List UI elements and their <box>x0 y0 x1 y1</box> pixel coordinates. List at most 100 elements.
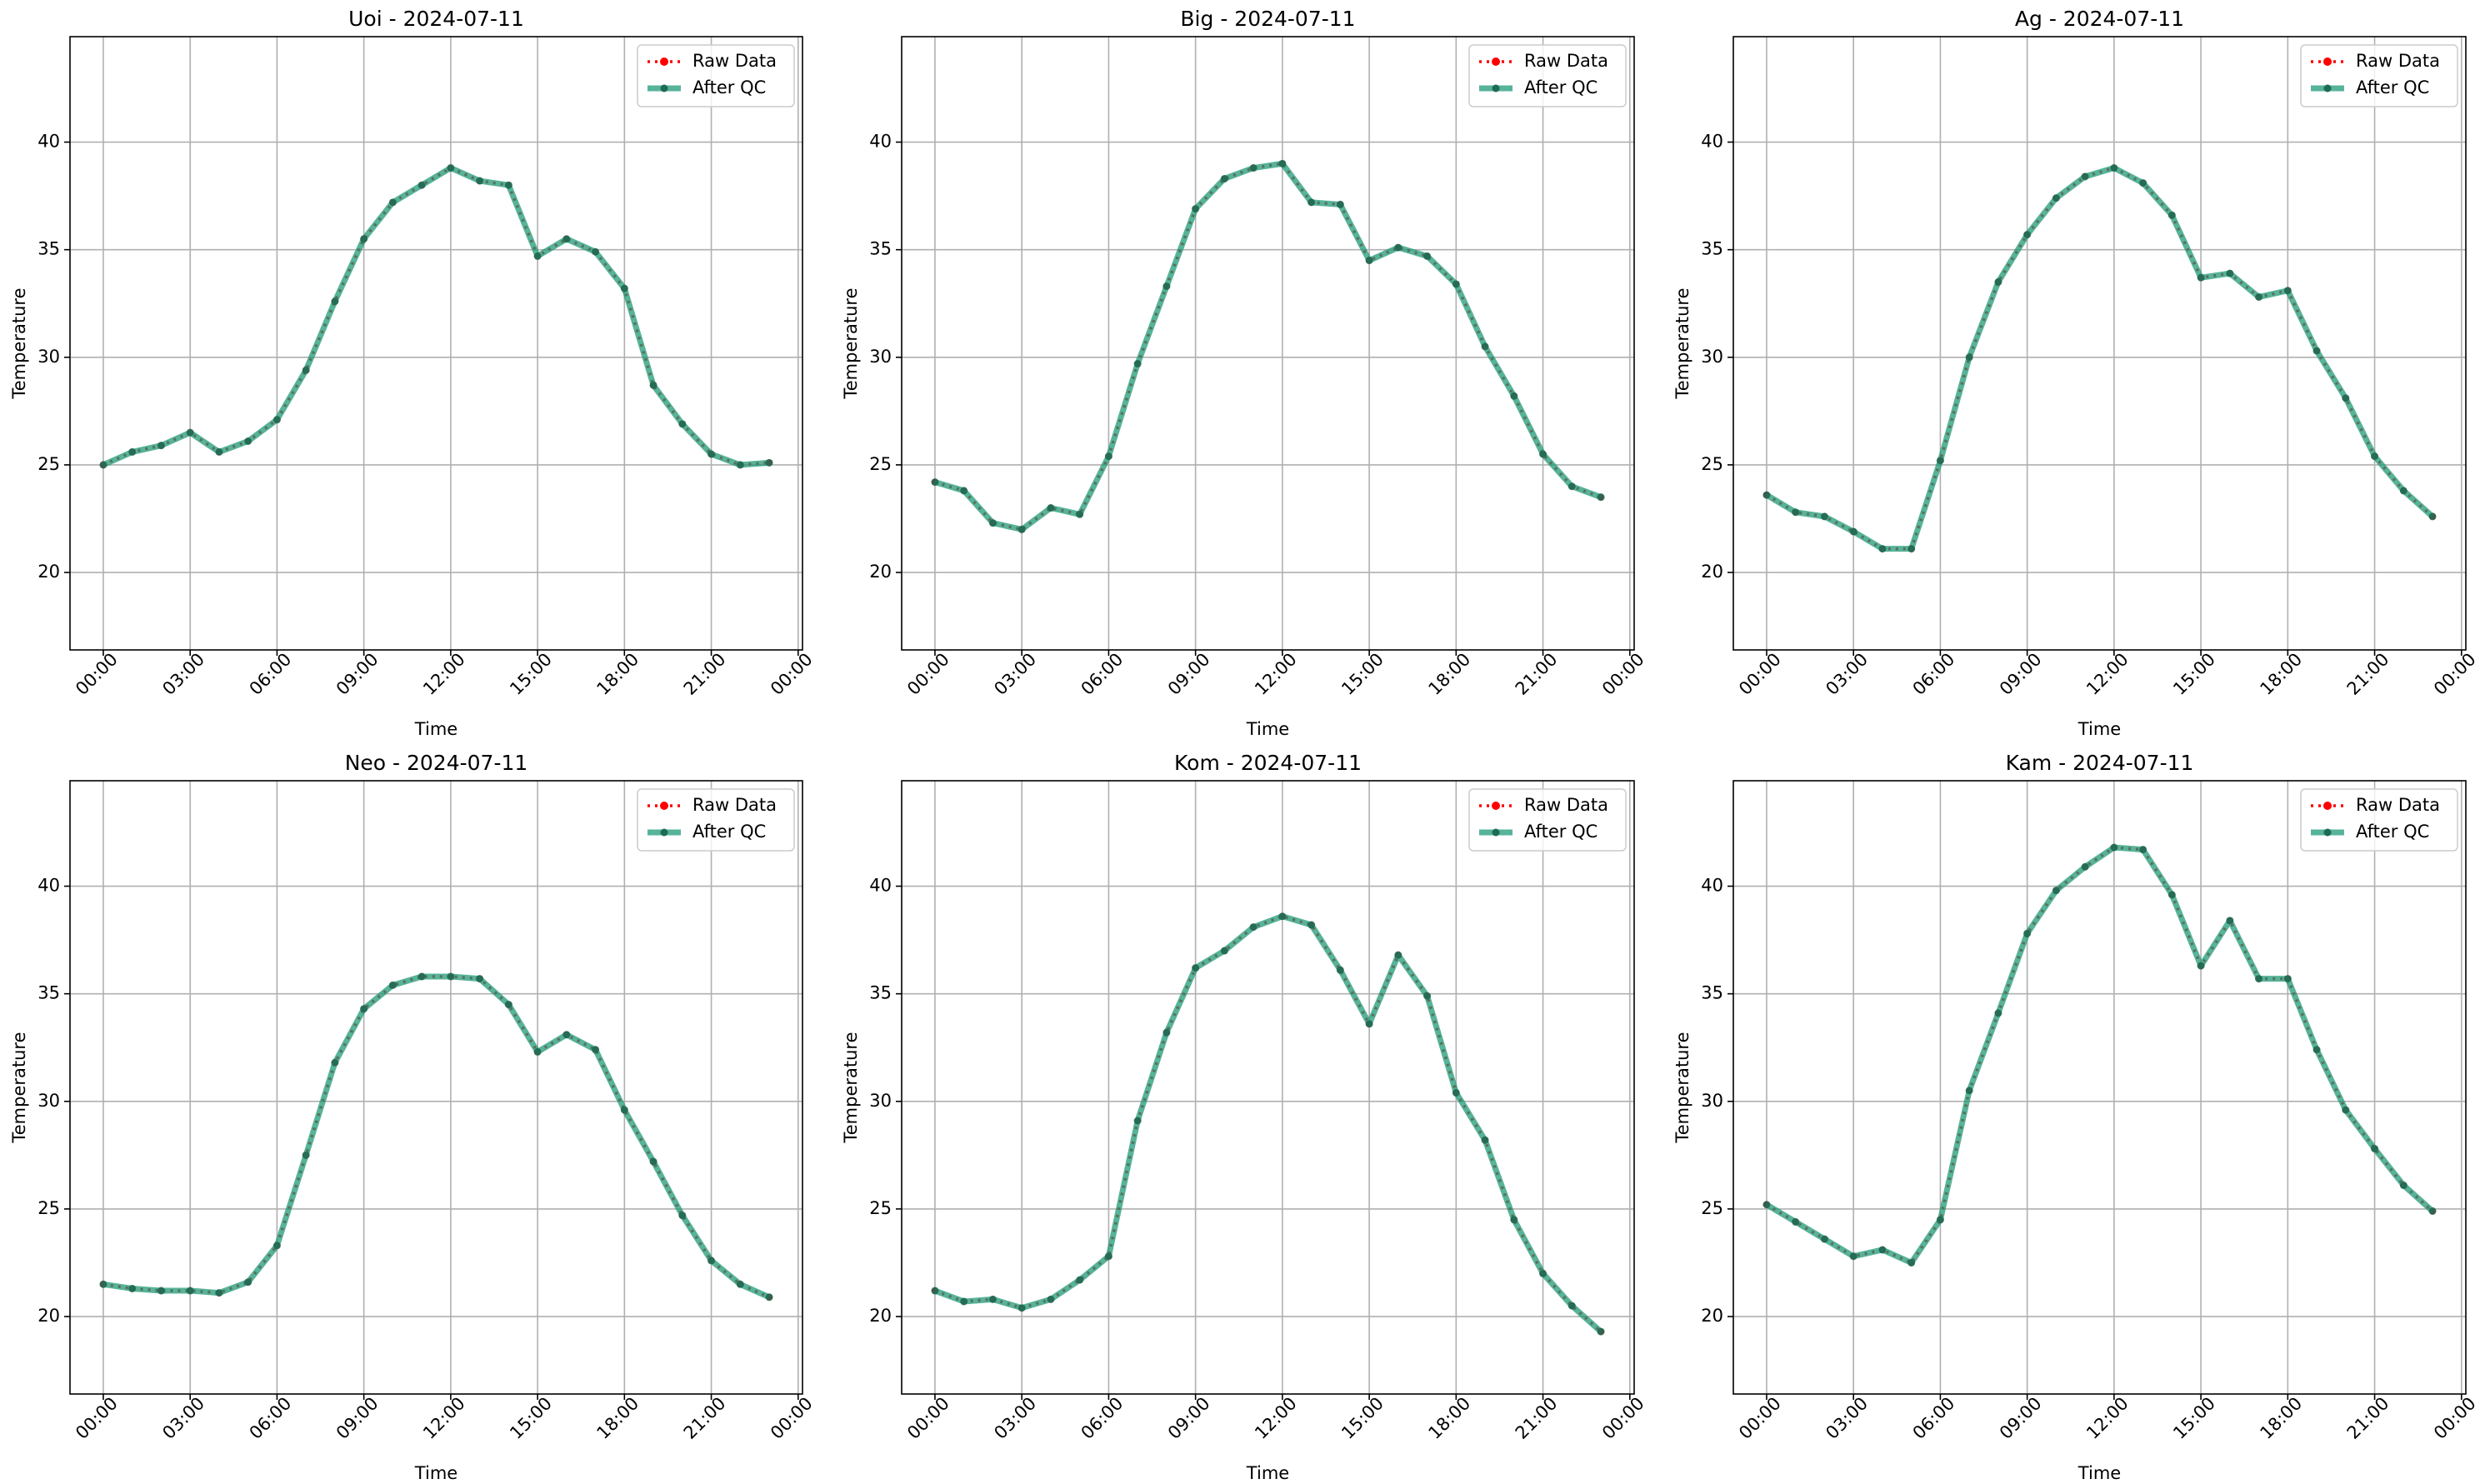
x-tick-label: 03:00 <box>158 1393 208 1443</box>
qc-point <box>1568 1302 1576 1310</box>
qc-point <box>1308 921 1316 929</box>
qc-point <box>302 366 310 374</box>
qc-point <box>678 1212 687 1220</box>
qc-point <box>2168 211 2176 219</box>
qc-point <box>331 1058 339 1067</box>
chart-title: Uoi - 2024-07-11 <box>348 7 524 31</box>
y-axis-label: Temperature <box>9 1032 29 1143</box>
qc-point <box>2081 862 2089 871</box>
axes-frame <box>69 36 803 651</box>
qc-point <box>620 284 628 292</box>
x-tick-label: 21:00 <box>2343 1393 2393 1443</box>
qc-point <box>533 252 542 260</box>
legend-marker <box>660 802 668 810</box>
plot-area <box>1733 781 2466 1394</box>
qc-point <box>215 447 223 456</box>
x-tick-label: 06:00 <box>1909 649 1959 699</box>
y-tick-label: 25 <box>1701 454 1723 474</box>
legend-marker <box>2323 828 2332 837</box>
plot-area <box>902 37 1634 650</box>
qc-point <box>1597 493 1605 502</box>
x-tick-label: 12:00 <box>2082 649 2132 699</box>
x-tick-label: 15:00 <box>1338 1393 1388 1443</box>
qc-point <box>1510 392 1518 400</box>
qc-point <box>1539 450 1548 458</box>
qc-point <box>2399 1182 2408 1190</box>
y-tick-label: 30 <box>38 347 60 367</box>
qc-point <box>562 1031 571 1039</box>
x-tick-label: 00:00 <box>2430 649 2480 699</box>
x-axis-label: Time <box>2078 1463 2121 1483</box>
qc-point <box>1994 1009 2002 1017</box>
legend-label: Raw Data <box>2356 51 2440 71</box>
y-tick-label: 35 <box>38 239 60 259</box>
y-tick-label: 35 <box>869 239 892 259</box>
subplot: 00:00 03:00 06:00 09:00 12:00 15:00 18:00 21:00… <box>1672 751 2480 1483</box>
qc-point <box>960 1297 968 1306</box>
qc-point <box>244 437 252 446</box>
qc-point <box>1568 482 1576 491</box>
x-tick-label: 03:00 <box>1822 1393 1872 1443</box>
qc-point <box>1220 174 1228 182</box>
y-axis-label: Temperature <box>1672 287 1692 399</box>
qc-point <box>931 1287 939 1295</box>
qc-point <box>1539 1269 1548 1277</box>
x-tick-label: 00:00 <box>72 649 122 699</box>
qc-point <box>1762 491 1771 499</box>
qc-line <box>102 973 771 1300</box>
x-tick-label: 18:00 <box>2256 649 2306 699</box>
qc-point <box>931 478 939 487</box>
qc-point <box>1908 545 1916 553</box>
y-tick-label: 25 <box>869 454 892 474</box>
x-axis-label: Time <box>1246 1463 1289 1483</box>
plot-area <box>902 781 1634 1394</box>
y-tick-label: 20 <box>38 562 60 582</box>
qc-point <box>2283 287 2292 295</box>
qc-point <box>592 247 600 256</box>
qc-point <box>418 181 426 189</box>
qc-point <box>2371 1145 2379 1153</box>
legend-marker <box>660 57 668 66</box>
subplot: 00:00 03:00 06:00 09:00 12:00 15:00 18:00 21:00… <box>9 751 817 1483</box>
x-tick-label: 18:00 <box>592 649 642 699</box>
qc-point <box>1820 1235 1828 1243</box>
qc-point <box>1365 1020 1373 1028</box>
x-tick-label: 18:00 <box>592 1393 642 1443</box>
qc-point <box>562 235 571 243</box>
qc-point <box>1047 504 1055 512</box>
qc-point <box>2110 164 2118 172</box>
x-tick-label: 06:00 <box>1078 1393 1128 1443</box>
qc-point <box>1249 923 1258 932</box>
x-tick-label: 21:00 <box>2343 649 2393 699</box>
axes-frame <box>69 780 803 1395</box>
x-axis-label: Time <box>414 719 458 739</box>
qc-point <box>708 1257 716 1265</box>
x-tick-label: 12:00 <box>2082 1393 2132 1443</box>
qc-point <box>2197 273 2205 282</box>
x-tick-label: 00:00 <box>767 649 817 699</box>
y-tick-label: 25 <box>1701 1198 1723 1218</box>
qc-point <box>649 1157 658 1166</box>
qc-point <box>244 1278 252 1287</box>
axes-frame <box>1732 780 2467 1395</box>
qc-point <box>128 1284 137 1292</box>
legend-marker <box>2323 57 2332 66</box>
plot-area <box>70 781 802 1394</box>
qc-point <box>2052 887 2060 895</box>
x-tick-label: 09:00 <box>332 1393 382 1443</box>
x-tick-label: 15:00 <box>506 1393 556 1443</box>
y-tick-label: 35 <box>1701 983 1723 1003</box>
qc-point <box>504 181 512 189</box>
qc-point <box>476 177 484 185</box>
x-tick-label: 15:00 <box>2169 1393 2219 1443</box>
legend-marker <box>660 84 668 92</box>
qc-point <box>2399 487 2408 495</box>
qc-line <box>933 913 1603 1334</box>
y-tick-label: 25 <box>38 1198 60 1218</box>
qc-point <box>2139 846 2148 854</box>
y-axis-label: Temperature <box>1672 1032 1692 1143</box>
qc-point <box>360 235 368 243</box>
y-tick-label: 20 <box>1701 562 1723 582</box>
qc-point <box>302 1151 310 1159</box>
